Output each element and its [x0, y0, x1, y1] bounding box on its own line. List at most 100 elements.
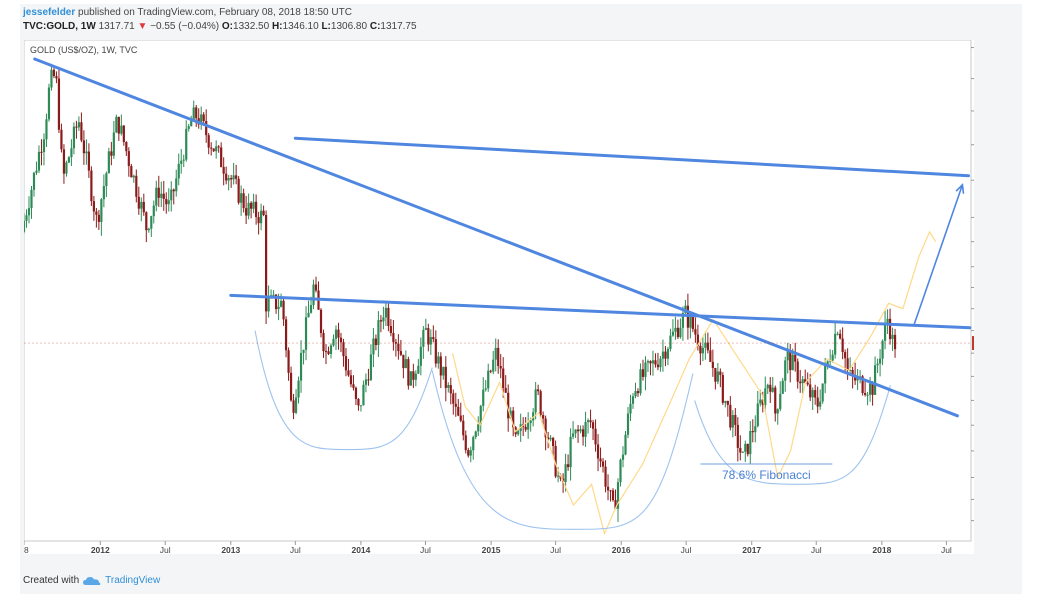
candle-body: [75, 126, 78, 128]
candle-body: [382, 317, 385, 322]
candle-body: [162, 193, 165, 199]
candle-body: [512, 410, 515, 428]
candle-body: [424, 328, 427, 330]
candle-body: [734, 414, 737, 425]
candle-body: [751, 430, 754, 433]
candle-body: [432, 337, 435, 340]
candle-body: [25, 215, 28, 221]
candle-body: [601, 461, 605, 467]
candle-body: [272, 294, 275, 296]
candle-body: [701, 347, 704, 354]
candle-body: [414, 373, 417, 380]
candle-body: [297, 380, 300, 398]
candle-body: [836, 333, 839, 335]
high-key: H:: [271, 21, 283, 32]
candle-body: [537, 389, 540, 392]
candle-body: [534, 389, 537, 413]
price-chart[interactable]: GOLD (US$/OZ), 1W, TVC1960.001880.001800…: [24, 40, 974, 554]
candle-body: [120, 125, 123, 134]
candle-body: [604, 466, 607, 487]
candle-body: [891, 334, 894, 340]
x-tick-label: 2016: [612, 545, 631, 554]
down-arrow-icon: ▼: [137, 21, 148, 32]
candle-body: [255, 201, 258, 218]
candle-body: [319, 309, 323, 334]
candle-body: [507, 392, 510, 419]
candle-body: [112, 132, 115, 156]
candle-body: [841, 338, 844, 353]
candle-body: [557, 475, 560, 477]
author-link[interactable]: jessefelder: [23, 7, 76, 18]
candle-body: [472, 437, 475, 451]
candle-body: [130, 166, 133, 178]
candle-body: [359, 405, 363, 407]
candle-body: [117, 116, 120, 134]
candle-body: [883, 323, 887, 341]
candle-body: [70, 148, 73, 158]
candle-body: [327, 351, 330, 354]
candle-body: [796, 361, 799, 382]
candle-body: [262, 210, 265, 215]
candle-body: [30, 189, 33, 209]
candle-body: [487, 370, 490, 389]
candle-body: [776, 409, 779, 414]
candle-body: [529, 420, 532, 424]
candle-body: [352, 384, 355, 388]
x-tick-label: Jul: [420, 545, 431, 554]
candle-body: [80, 122, 83, 141]
candle-body: [40, 151, 43, 153]
candle-body: [454, 403, 457, 407]
candle-body: [619, 459, 622, 483]
candle-body: [65, 162, 68, 174]
candle-body: [724, 400, 727, 403]
candle-body: [671, 331, 675, 336]
candle-body: [132, 175, 135, 178]
candle-body: [92, 201, 95, 212]
candle-body: [464, 435, 467, 451]
candle-body: [105, 173, 108, 187]
candle-body: [871, 383, 874, 395]
candle-body: [591, 422, 595, 429]
candle-body: [624, 434, 627, 455]
candle-body: [801, 379, 804, 384]
low-key: L:: [321, 21, 331, 32]
candle-body: [427, 328, 430, 345]
candle-body: [606, 486, 610, 491]
candle-body: [499, 365, 502, 369]
candle-body: [27, 208, 31, 216]
candle-body: [849, 369, 852, 371]
candle-body: [187, 126, 190, 129]
arrowhead-icon: [955, 183, 965, 194]
candle-body: [170, 189, 173, 201]
candle-body: [547, 437, 550, 440]
candle-body: [357, 398, 360, 406]
candle-body: [260, 210, 263, 224]
candle-body: [851, 369, 854, 376]
candle-body: [639, 369, 642, 394]
candle-body: [200, 114, 203, 125]
candle-body: [192, 107, 195, 120]
tradingview-link[interactable]: TradingView: [105, 575, 161, 586]
chart-area[interactable]: GOLD (US$/OZ), 1W, TVC1960.001880.001800…: [24, 40, 974, 554]
trendline: [229, 293, 972, 330]
candle-body: [220, 147, 223, 168]
candle-body: [217, 146, 220, 148]
candle-body: [651, 360, 655, 364]
candle-body: [404, 359, 407, 369]
candle-body: [816, 397, 819, 407]
candle-body: [794, 354, 797, 362]
candle-body: [866, 394, 869, 396]
candle-body: [584, 421, 587, 437]
candle-body: [579, 429, 582, 432]
open-key: O:: [221, 21, 234, 32]
candle-body: [42, 139, 46, 153]
candle-body: [329, 345, 333, 354]
candle-body: [779, 393, 782, 410]
rounding-bottom-arc: [694, 385, 891, 485]
candle-body: [145, 212, 148, 231]
candle-body: [564, 464, 567, 483]
candle-body: [574, 429, 577, 434]
candle-body: [102, 186, 105, 200]
candle-body: [412, 371, 415, 380]
candle-body: [422, 329, 425, 347]
